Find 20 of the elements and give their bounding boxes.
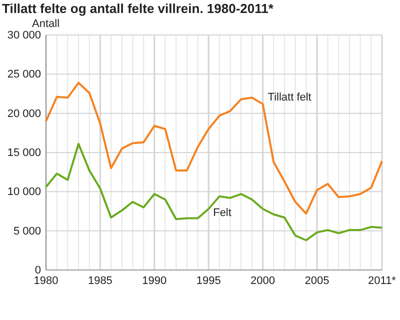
y-tick-label: 15 000	[7, 147, 41, 160]
x-tick-label: 1985	[88, 274, 112, 287]
chart-title: Tillatt felte og antall felte villrein. 1980-2011*	[2, 1, 274, 16]
x-tick-label: 1995	[196, 274, 221, 287]
line-series	[45, 82, 383, 215]
line-series	[45, 142, 383, 242]
series-label: Felt	[213, 207, 232, 220]
x-tick-label: 1990	[142, 274, 167, 287]
y-tick-label: 10 000	[7, 186, 41, 198]
x-tick-label: 2011*	[368, 274, 397, 287]
y-tick-label: 30 000	[7, 30, 41, 42]
y-tick-label: 25 000	[7, 68, 41, 81]
x-tick-label: 1980	[34, 274, 58, 287]
y-axis-title: Antall	[32, 18, 60, 30]
y-tick-label: 20 000	[7, 108, 41, 120]
x-tick-label: 2005	[304, 274, 330, 287]
y-tick-label: 5 000	[13, 225, 41, 238]
series-label: Tillatt felt	[268, 92, 312, 104]
x-tick-label: 2000	[250, 274, 276, 287]
y-tick-label: 0	[34, 264, 41, 277]
